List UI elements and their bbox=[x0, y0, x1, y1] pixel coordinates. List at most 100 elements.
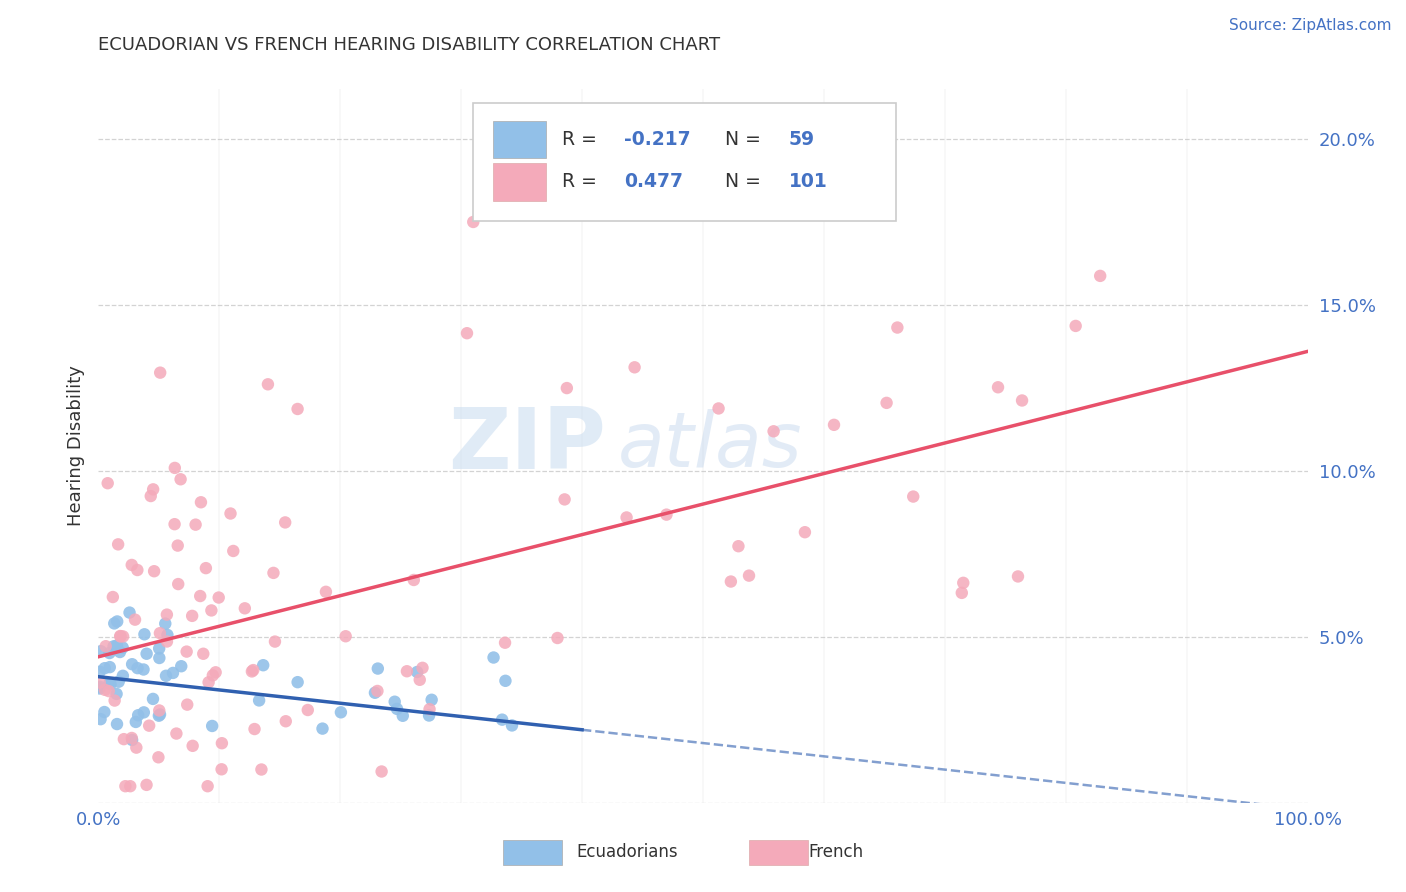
Point bbox=[197, 675, 219, 690]
FancyBboxPatch shape bbox=[492, 120, 546, 158]
Point bbox=[112, 629, 135, 643]
Point bbox=[623, 360, 645, 375]
Point bbox=[163, 517, 186, 532]
Point bbox=[148, 703, 170, 717]
Point bbox=[97, 684, 120, 698]
Point bbox=[252, 658, 274, 673]
Point bbox=[287, 401, 309, 416]
Text: atlas: atlas bbox=[619, 409, 803, 483]
Point bbox=[367, 662, 389, 676]
Point bbox=[165, 726, 187, 740]
Point bbox=[315, 584, 337, 599]
Point bbox=[211, 736, 233, 750]
Point bbox=[111, 640, 134, 655]
Point bbox=[1088, 268, 1111, 283]
Text: ZIP: ZIP bbox=[449, 404, 606, 488]
Text: 59: 59 bbox=[789, 129, 815, 149]
Point bbox=[125, 714, 148, 729]
Point bbox=[903, 490, 925, 504]
Point bbox=[190, 495, 212, 509]
Point bbox=[655, 508, 678, 522]
Point bbox=[411, 661, 433, 675]
Point bbox=[219, 507, 242, 521]
Text: 0.477: 0.477 bbox=[624, 172, 683, 192]
Point bbox=[108, 645, 131, 659]
Point bbox=[93, 661, 115, 675]
Point bbox=[135, 647, 157, 661]
Point bbox=[98, 677, 121, 691]
Point bbox=[366, 684, 388, 698]
Point bbox=[170, 659, 193, 673]
Point bbox=[555, 381, 578, 395]
Point bbox=[107, 537, 129, 551]
Point bbox=[274, 516, 297, 530]
Point bbox=[1011, 393, 1033, 408]
Point bbox=[242, 663, 264, 677]
Point bbox=[127, 661, 149, 675]
Point bbox=[335, 629, 357, 643]
Text: N =: N = bbox=[724, 172, 766, 192]
Text: ECUADORIAN VS FRENCH HEARING DISABILITY CORRELATION CHART: ECUADORIAN VS FRENCH HEARING DISABILITY … bbox=[98, 36, 720, 54]
Point bbox=[184, 517, 207, 532]
Text: Source: ZipAtlas.com: Source: ZipAtlas.com bbox=[1229, 18, 1392, 33]
Point bbox=[494, 636, 516, 650]
Point bbox=[491, 713, 513, 727]
Point bbox=[176, 698, 198, 712]
Point bbox=[364, 686, 387, 700]
Y-axis label: Hearing Disability: Hearing Disability bbox=[66, 366, 84, 526]
Point bbox=[886, 320, 908, 334]
Point bbox=[1064, 318, 1087, 333]
Point bbox=[707, 401, 730, 416]
Point bbox=[176, 644, 198, 658]
Point bbox=[420, 693, 443, 707]
Point bbox=[149, 626, 172, 640]
Point bbox=[720, 574, 742, 589]
Point bbox=[98, 660, 121, 674]
Point bbox=[546, 631, 568, 645]
Point bbox=[121, 733, 143, 747]
Point bbox=[149, 707, 172, 722]
Point bbox=[391, 708, 413, 723]
Point bbox=[193, 647, 215, 661]
Point bbox=[124, 613, 146, 627]
Text: R =: R = bbox=[561, 129, 602, 149]
Point bbox=[204, 665, 226, 680]
Point bbox=[121, 657, 143, 672]
Text: -0.217: -0.217 bbox=[624, 129, 690, 149]
Text: French: French bbox=[808, 843, 863, 861]
Point bbox=[793, 525, 815, 540]
Point bbox=[849, 182, 872, 196]
Point bbox=[104, 693, 127, 707]
Point bbox=[181, 739, 204, 753]
Point bbox=[162, 665, 184, 680]
Point bbox=[950, 586, 973, 600]
Text: 101: 101 bbox=[789, 172, 828, 192]
Point bbox=[297, 703, 319, 717]
Point bbox=[127, 708, 149, 723]
Point bbox=[194, 561, 217, 575]
Point bbox=[142, 692, 165, 706]
Point bbox=[329, 706, 352, 720]
Point bbox=[148, 750, 170, 764]
Point bbox=[94, 639, 117, 653]
Point bbox=[311, 722, 333, 736]
Point bbox=[89, 680, 111, 694]
FancyBboxPatch shape bbox=[474, 103, 897, 221]
Point bbox=[134, 627, 156, 641]
Point bbox=[482, 650, 505, 665]
Point bbox=[876, 396, 898, 410]
Point bbox=[155, 669, 177, 683]
Point bbox=[222, 544, 245, 558]
Point bbox=[409, 673, 432, 687]
Point bbox=[402, 573, 425, 587]
Text: Ecuadorians: Ecuadorians bbox=[576, 843, 678, 861]
Point bbox=[738, 568, 761, 582]
Point bbox=[167, 577, 190, 591]
Point bbox=[156, 634, 179, 648]
Point bbox=[89, 681, 111, 696]
Point bbox=[385, 702, 408, 716]
Point bbox=[616, 510, 638, 524]
Point bbox=[418, 708, 440, 723]
Point bbox=[121, 731, 143, 745]
Point bbox=[93, 705, 115, 719]
